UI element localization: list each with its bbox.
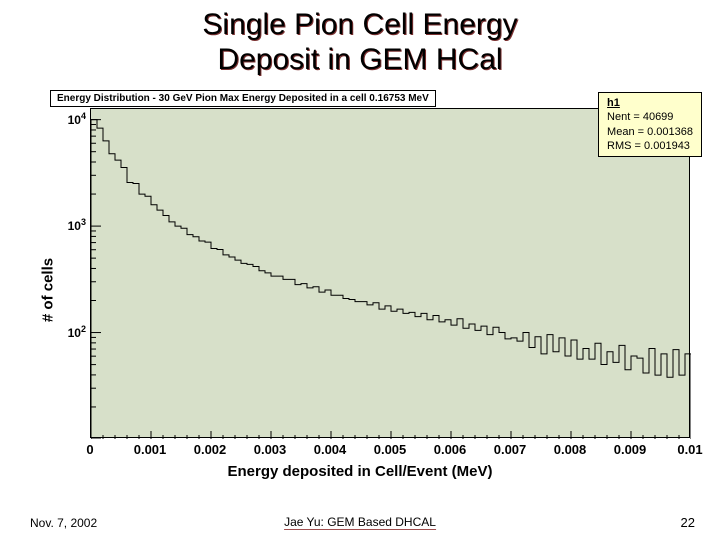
stats-nent: Nent = 40699 <box>607 110 693 124</box>
x-tick-label: 0.009 <box>614 442 647 457</box>
y-tick-label: 103 <box>68 217 86 233</box>
stats-name: h1 <box>607 96 693 110</box>
title-line-2: Deposit in GEM HCal <box>217 43 502 76</box>
chart-container: Energy Distribution - 30 GeV Pion Max En… <box>10 90 710 490</box>
title-line-1: Single Pion Cell Energy <box>202 8 517 41</box>
x-tick-label: 0.003 <box>254 442 287 457</box>
histogram-svg <box>91 109 691 439</box>
footer-page: 22 <box>681 515 695 530</box>
y-tick-label: 104 <box>68 111 86 127</box>
y-tick-label: 102 <box>68 324 86 340</box>
stats-mean: Mean = 0.001368 <box>607 125 693 139</box>
x-tick-label: 0.01 <box>677 442 702 457</box>
footer-center: Jae Yu: GEM Based DHCAL <box>284 515 436 530</box>
slide-title: Single Pion Cell Energy Deposit in GEM H… <box>0 0 720 77</box>
x-tick-label: 0.005 <box>374 442 407 457</box>
y-axis-label: # of cells <box>40 258 57 322</box>
x-tick-label: 0.001 <box>134 442 167 457</box>
x-tick-label: 0.007 <box>494 442 527 457</box>
plot-area <box>90 108 690 438</box>
x-axis-label: Energy deposited in Cell/Event (MeV) <box>10 463 710 480</box>
x-tick-label: 0.008 <box>554 442 587 457</box>
x-tick-label: 0.002 <box>194 442 227 457</box>
stats-box: h1 Nent = 40699 Mean = 0.001368 RMS = 0.… <box>598 92 702 157</box>
footer-date: Nov. 7, 2002 <box>30 516 97 530</box>
stats-rms: RMS = 0.001943 <box>607 139 693 153</box>
x-tick-label: 0.004 <box>314 442 347 457</box>
x-tick-label: 0.006 <box>434 442 467 457</box>
chart-title-box: Energy Distribution - 30 GeV Pion Max En… <box>50 90 436 107</box>
x-tick-label: 0 <box>86 442 93 457</box>
